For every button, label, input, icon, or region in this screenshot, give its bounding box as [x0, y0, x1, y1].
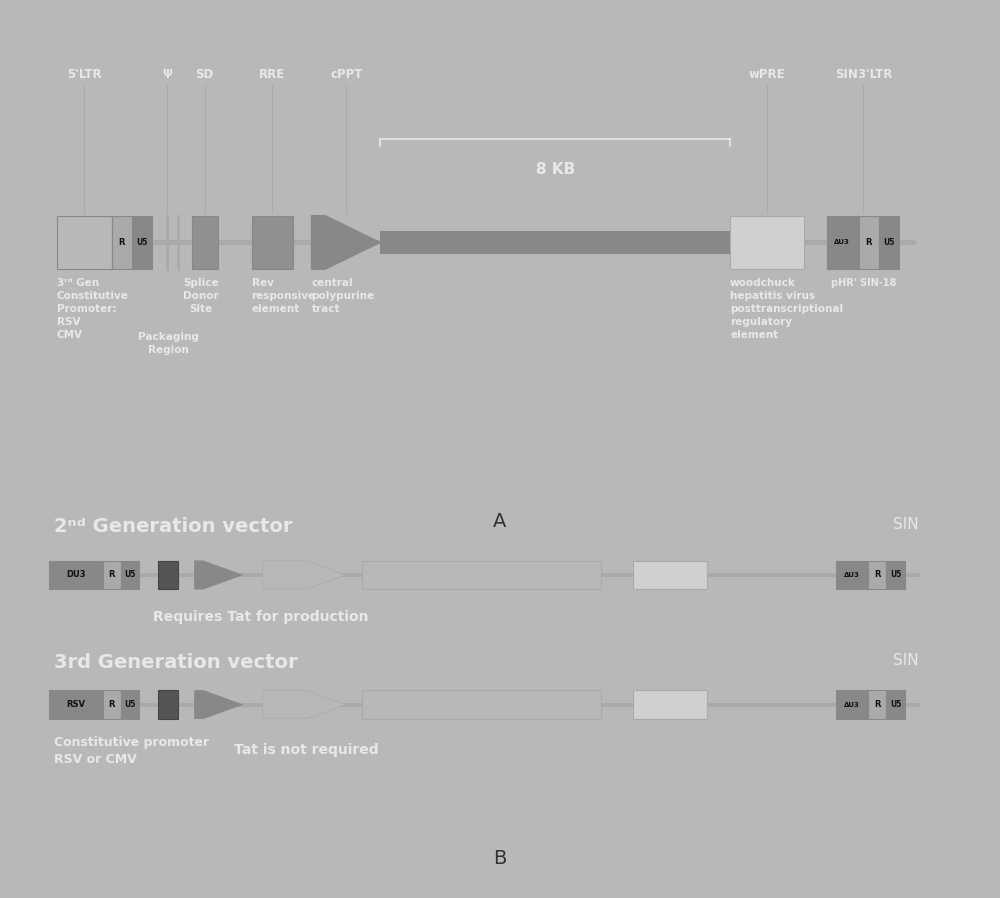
Bar — [121, 561, 139, 589]
Bar — [859, 216, 879, 269]
Text: wPRE: wPRE — [748, 68, 785, 81]
Text: Packaging
Region: Packaging Region — [138, 332, 199, 355]
Text: 8 KB: 8 KB — [536, 162, 575, 177]
Text: R: R — [874, 570, 880, 579]
Bar — [192, 216, 218, 269]
Text: R: R — [119, 238, 125, 247]
Bar — [103, 561, 121, 589]
Bar — [49, 561, 103, 589]
Polygon shape — [263, 561, 345, 589]
Bar — [633, 691, 707, 718]
Text: U5: U5 — [124, 700, 136, 709]
Text: U5: U5 — [136, 238, 148, 247]
Bar — [380, 231, 730, 253]
Bar — [633, 561, 707, 589]
Text: central
polypurine
tract: central polypurine tract — [311, 278, 375, 314]
Text: 2ⁿᵈ Generation vector: 2ⁿᵈ Generation vector — [54, 517, 292, 536]
Bar — [132, 216, 152, 269]
Text: A: A — [493, 512, 507, 531]
Polygon shape — [195, 691, 242, 718]
Text: Tat is not required: Tat is not required — [234, 743, 379, 757]
Text: R: R — [866, 238, 872, 247]
Text: cPPT: cPPT — [330, 68, 363, 81]
Text: ΔU3: ΔU3 — [844, 572, 859, 578]
Bar — [158, 561, 178, 589]
Bar — [158, 691, 178, 718]
Text: 5'LTR: 5'LTR — [67, 68, 101, 81]
Bar — [252, 216, 293, 269]
Bar — [868, 561, 886, 589]
Bar — [836, 691, 868, 718]
Text: pHR' SIN-18: pHR' SIN-18 — [831, 278, 897, 288]
Polygon shape — [263, 691, 345, 718]
Text: SIN: SIN — [893, 517, 919, 532]
Text: U5: U5 — [890, 570, 901, 579]
Bar — [362, 691, 601, 718]
Text: SD: SD — [196, 68, 214, 81]
Text: DU3: DU3 — [66, 570, 86, 579]
Polygon shape — [195, 561, 242, 589]
Text: 3ʳᵈ Gen
Constitutive
Promoter:
RSV
CMV: 3ʳᵈ Gen Constitutive Promoter: RSV CMV — [57, 278, 128, 339]
Text: SIN: SIN — [893, 653, 919, 668]
Bar — [49, 691, 103, 718]
Text: R: R — [874, 700, 880, 709]
Bar — [112, 216, 132, 269]
Text: Constitutive promoter
RSV or CMV: Constitutive promoter RSV or CMV — [54, 736, 209, 766]
Bar — [121, 691, 139, 718]
Text: Ψ: Ψ — [162, 68, 172, 81]
Text: SIN3'LTR: SIN3'LTR — [835, 68, 892, 81]
Text: R: R — [109, 700, 115, 709]
Text: ΔU3: ΔU3 — [844, 701, 859, 708]
Bar — [886, 561, 905, 589]
Text: RSV: RSV — [66, 700, 85, 709]
Bar — [57, 216, 112, 269]
Text: ΔU3: ΔU3 — [834, 240, 850, 245]
Text: U5: U5 — [124, 570, 136, 579]
Bar — [879, 216, 899, 269]
Bar — [362, 561, 601, 589]
Text: woodchuck
hepatitis virus
posttranscriptional
regulatory
element: woodchuck hepatitis virus posttranscript… — [730, 278, 843, 339]
Bar — [730, 216, 804, 269]
Text: Rev
responsive
element: Rev responsive element — [252, 278, 316, 314]
Bar — [103, 691, 121, 718]
Text: U5: U5 — [883, 238, 895, 247]
Text: R: R — [109, 570, 115, 579]
Bar — [868, 691, 886, 718]
Text: U5: U5 — [890, 700, 901, 709]
Bar — [836, 561, 868, 589]
Text: B: B — [493, 849, 507, 867]
Text: Splice
Donor
Site: Splice Donor Site — [183, 278, 219, 314]
Text: RRE: RRE — [259, 68, 285, 81]
Text: Requires Tat for production: Requires Tat for production — [153, 610, 369, 624]
Polygon shape — [311, 216, 380, 269]
Bar — [827, 216, 859, 269]
Bar — [886, 691, 905, 718]
Text: 3rd Generation vector: 3rd Generation vector — [54, 653, 297, 672]
